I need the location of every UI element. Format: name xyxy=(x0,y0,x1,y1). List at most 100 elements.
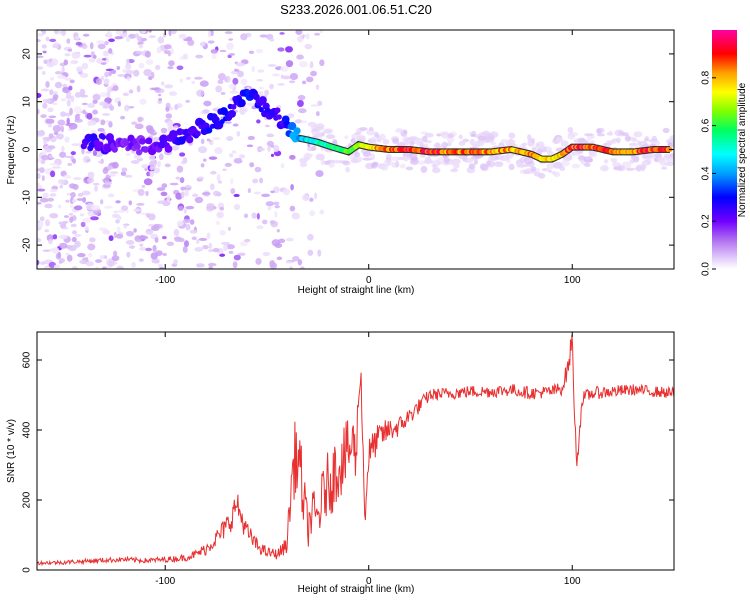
spectrogram-noise-blob xyxy=(120,115,126,120)
spectrogram-noise-blob xyxy=(299,161,308,168)
spectrogram-noise-blob xyxy=(307,249,314,256)
spectrogram-ridge-cell xyxy=(194,130,201,137)
spectrogram-noise-blob xyxy=(162,32,167,38)
spectrogram-noise-blob xyxy=(179,78,184,83)
spectrogram-noise-blob xyxy=(82,109,86,115)
spectrogram-noise-blob xyxy=(285,60,294,68)
spectrogram-noise-blob xyxy=(73,177,82,180)
spectrogram-noise-blob xyxy=(269,83,274,90)
spectrogram-noise-blob xyxy=(79,213,85,217)
spectrogram-halo-blob xyxy=(482,130,491,137)
spectrogram-noise-blob xyxy=(315,111,320,117)
spectrogram-noise-blob xyxy=(276,256,283,261)
spectrogram-noise-blob xyxy=(64,53,71,57)
spectrogram-noise-blob xyxy=(256,119,261,124)
spectrogram-halo-blob xyxy=(395,160,400,168)
spectrogram-halo-blob xyxy=(494,161,504,168)
spectrogram-noise-blob xyxy=(79,72,89,78)
spectrogram-noise-blob xyxy=(220,91,226,96)
spectrogram-noise-blob xyxy=(224,31,233,35)
spectrogram-noise-blob xyxy=(146,228,153,232)
spectrogram-noise-blob xyxy=(123,224,128,229)
spectrogram-noise-blob xyxy=(117,73,125,77)
spectrogram-noise-blob xyxy=(41,175,45,182)
spectrogram-noise-blob xyxy=(280,162,285,169)
spectrogram-halo-blob xyxy=(603,159,609,164)
spectrogram-noise-blob xyxy=(280,66,289,72)
spectrogram-noise-blob xyxy=(94,185,98,192)
spectrogram-noise-blob xyxy=(300,266,305,269)
spectrogram-noise-blob xyxy=(59,151,67,158)
spectrogram-noise-blob xyxy=(125,58,130,66)
spectrogram-noise-blob xyxy=(192,193,199,197)
spectrogram-halo-blob xyxy=(479,163,488,170)
spectrogram-noise-blob xyxy=(226,42,234,50)
spectrogram-noise-blob xyxy=(194,247,204,252)
spectrogram-halo-blob xyxy=(435,142,441,148)
spectrogram-noise-blob xyxy=(49,38,57,42)
spectrogram-noise-blob xyxy=(135,50,143,55)
spectrogram-noise-blob xyxy=(52,247,60,254)
spectrogram-noise-blob xyxy=(207,262,217,267)
spectrogram-noise-blob xyxy=(68,183,77,189)
spectrogram-noise-blob xyxy=(184,189,189,197)
spectrogram-noise-blob xyxy=(199,80,209,87)
spectrogram-noise-blob xyxy=(167,120,174,128)
spectrogram-noise-blob xyxy=(115,219,120,224)
spectrogram-noise-blob xyxy=(236,130,241,137)
spectrogram-noise-blob xyxy=(189,219,195,225)
spectrogram-noise-blob xyxy=(282,75,291,80)
spectrogram-halo-blob xyxy=(332,139,338,144)
spectrogram-noise-blob xyxy=(63,215,70,218)
spectrogram-noise-blob xyxy=(157,36,165,44)
spectrogram-halo-blob xyxy=(305,153,314,157)
spectrogram-halo-blob xyxy=(567,126,574,134)
spectrogram-noise-blob xyxy=(41,154,50,161)
spectrogram-noise-blob xyxy=(73,106,82,114)
spectrogram-noise-blob xyxy=(276,229,280,233)
spectrogram-ytick-label: 20 xyxy=(22,48,33,60)
spectrogram-halo-blob xyxy=(572,151,581,156)
spectrogram-noise-blob xyxy=(232,261,238,269)
spectrogram-noise-blob xyxy=(143,178,153,186)
spectrogram-noise-blob xyxy=(106,90,111,98)
spectrogram-noise-blob xyxy=(61,30,67,37)
spectrogram-noise-blob xyxy=(49,89,54,96)
spectrogram-noise-blob xyxy=(315,84,320,90)
spectrogram-noise-blob xyxy=(289,265,293,269)
spectrogram-noise-blob xyxy=(252,178,259,184)
spectrogram-noise-blob xyxy=(136,202,145,206)
spectrogram-noise-blob xyxy=(285,46,293,53)
spectrogram-noise-blob xyxy=(87,243,96,251)
spectrogram-noise-blob xyxy=(194,196,204,204)
spectrogram-noise-blob xyxy=(89,42,94,50)
spectrogram-halo-blob xyxy=(458,134,463,140)
spectrogram-noise-blob xyxy=(48,115,57,119)
spectrogram-noise-blob xyxy=(104,255,108,260)
spectrogram-halo-blob xyxy=(450,168,459,173)
spectrogram-noise-blob xyxy=(150,72,155,79)
spectrogram-noise-blob xyxy=(70,191,76,198)
spectrogram-noise-blob xyxy=(262,219,268,225)
spectrogram-noise-blob xyxy=(165,106,170,112)
spectrogram-noise-blob xyxy=(157,200,166,205)
colorbar-gradient xyxy=(712,30,737,269)
spectrogram-halo-blob xyxy=(600,164,609,172)
spectrogram-noise-blob xyxy=(173,228,180,237)
spectrogram-noise-blob xyxy=(104,205,113,209)
spectrogram-noise-blob xyxy=(42,70,46,75)
spectrogram-noise-blob xyxy=(71,236,77,243)
spectrogram-noise-blob xyxy=(44,203,53,209)
spectrogram-halo-blob xyxy=(315,153,326,161)
spectrogram-halo-blob xyxy=(424,132,434,138)
spectrogram-halo-blob xyxy=(539,145,547,152)
spectrogram-noise-blob xyxy=(141,184,146,189)
spectrogram-noise-blob xyxy=(297,35,304,43)
spectrogram-noise-blob xyxy=(138,62,145,69)
spectrogram-noise-blob xyxy=(139,246,147,251)
spectrogram-halo-blob xyxy=(506,153,514,159)
spectrogram-noise-blob xyxy=(49,163,59,166)
spectrogram-noise-blob xyxy=(258,91,264,96)
spectrogram-noise-blob xyxy=(251,65,255,73)
spectrogram-noise-blob xyxy=(288,80,296,84)
